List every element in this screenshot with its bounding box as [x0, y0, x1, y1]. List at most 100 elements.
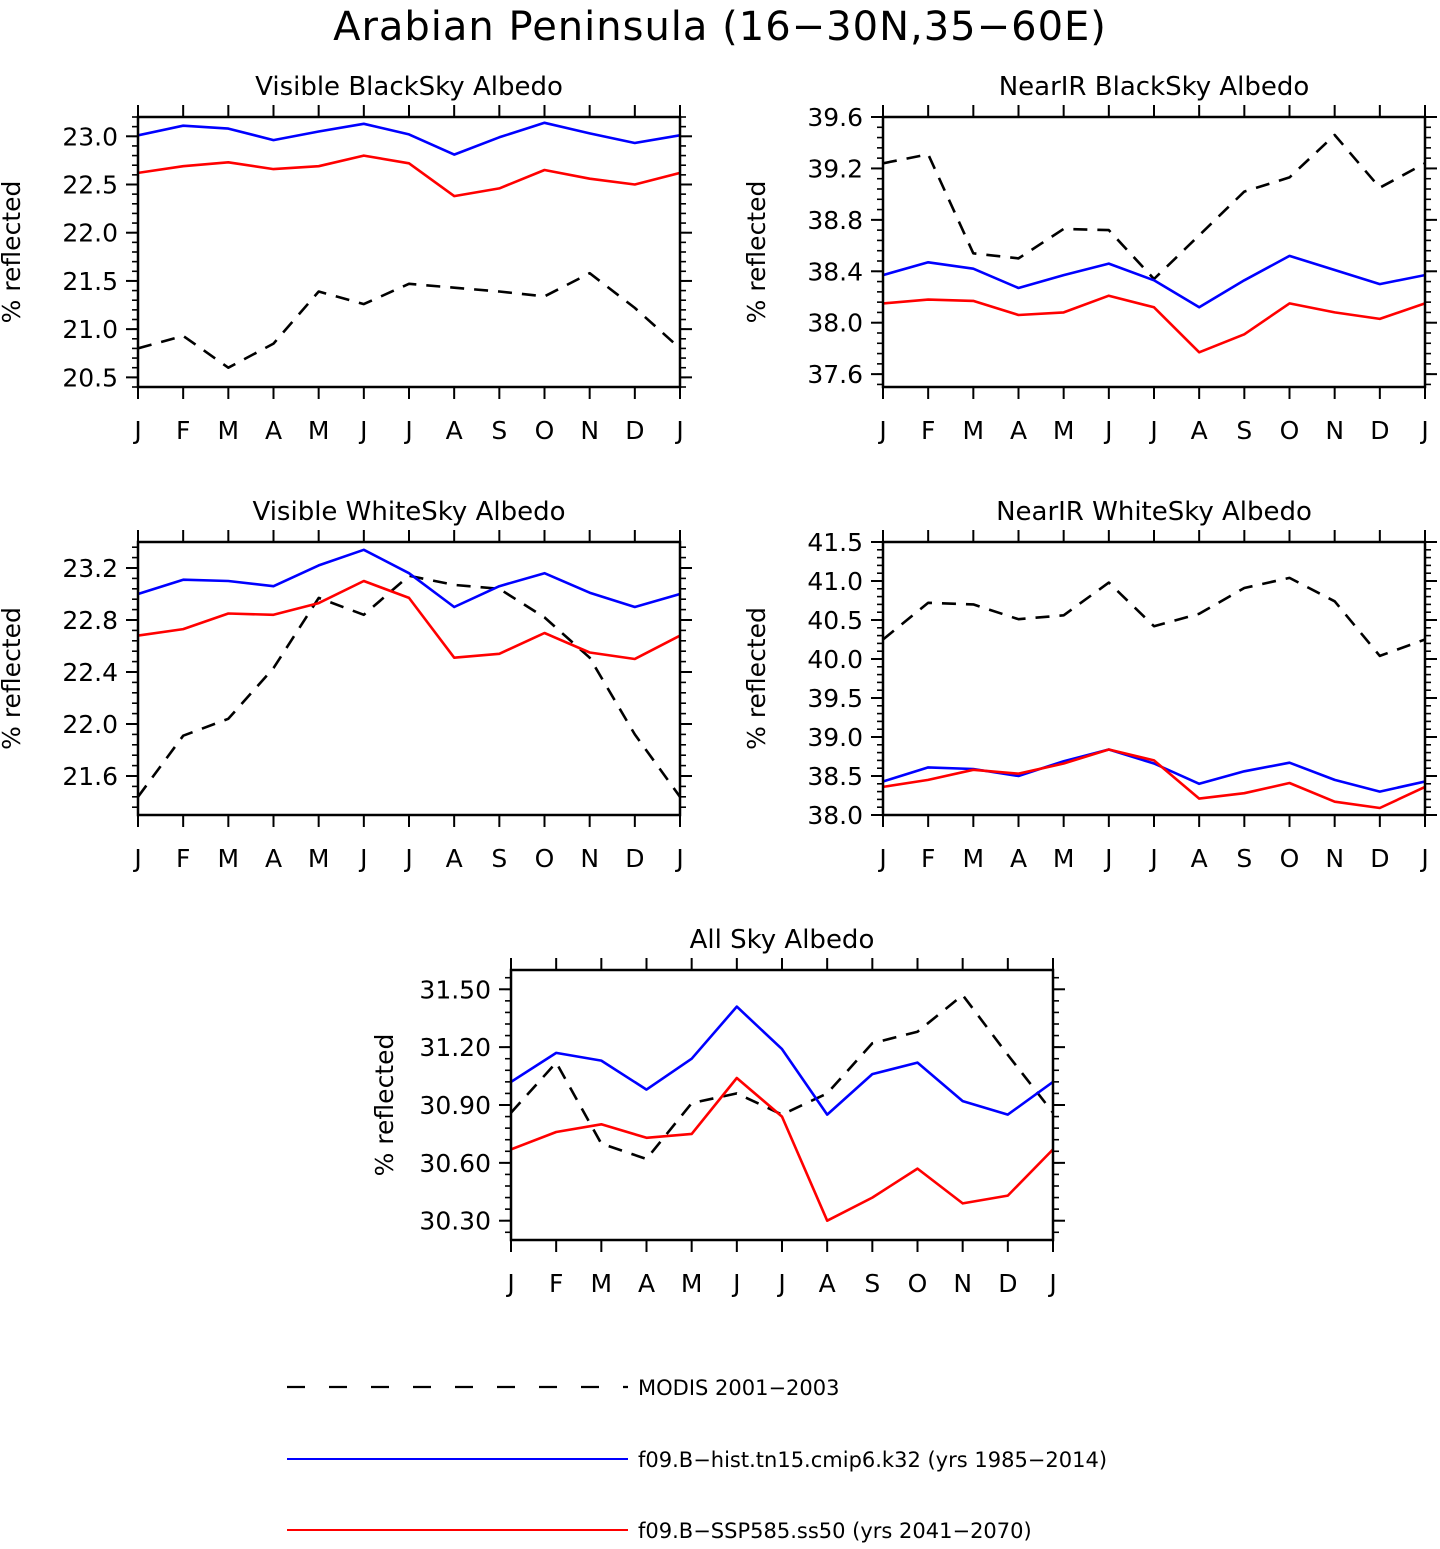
- x-tick-label: A: [1010, 416, 1027, 445]
- x-tick-label: M: [1053, 416, 1075, 445]
- x-tick-label: F: [176, 844, 190, 873]
- x-tick-label: A: [1010, 844, 1027, 873]
- y-tick-label: 40.5: [807, 606, 863, 635]
- y-tick-label: 22.0: [62, 710, 118, 739]
- x-tick-label: M: [1053, 844, 1075, 873]
- y-axis-label: % reflected: [742, 607, 771, 750]
- series-line-2: [511, 1005, 1053, 1116]
- x-tick-label: J: [505, 1269, 514, 1298]
- x-tick-label: N: [1325, 416, 1344, 445]
- x-tick-label: S: [1236, 416, 1252, 445]
- y-tick-label: 38.0: [807, 801, 863, 830]
- y-tick-label: 38.4: [807, 257, 863, 286]
- x-tick-label: A: [819, 1269, 836, 1298]
- x-tick-label: J: [358, 416, 367, 445]
- x-tick-label: J: [1419, 416, 1428, 445]
- x-tick-label: N: [580, 416, 599, 445]
- x-tick-label: S: [1236, 844, 1252, 873]
- y-tick-label: 30.60: [419, 1149, 491, 1178]
- x-tick-label: N: [953, 1269, 972, 1298]
- y-tick-label: 39.6: [807, 103, 863, 132]
- x-tick-label: J: [132, 844, 141, 873]
- x-tick-label: S: [491, 844, 507, 873]
- y-tick-label: 39.0: [807, 723, 863, 752]
- y-tick-label: 22.0: [62, 219, 118, 248]
- x-tick-label: A: [446, 416, 463, 445]
- y-axis-label: % reflected: [0, 181, 26, 324]
- y-tick-label: 23.0: [62, 122, 118, 151]
- series-line-1: [138, 271, 680, 370]
- series-line-2: [138, 548, 680, 609]
- y-axis-label: % reflected: [0, 607, 26, 750]
- series-line-1: [138, 574, 680, 798]
- x-tick-label: A: [638, 1269, 655, 1298]
- legend-label: MODIS 2001−2003: [638, 1376, 840, 1400]
- series-line-3: [138, 154, 680, 198]
- y-tick-label: 30.30: [419, 1207, 491, 1236]
- series-line-2: [138, 121, 680, 156]
- x-tick-label: J: [877, 416, 886, 445]
- x-tick-label: J: [1047, 1269, 1056, 1298]
- x-tick-label: J: [674, 416, 683, 445]
- panel-title: NearIR WhiteSky Albedo: [996, 497, 1312, 527]
- x-tick-label: J: [403, 416, 412, 445]
- x-tick-label: J: [776, 1269, 785, 1298]
- y-tick-label: 39.2: [807, 154, 863, 183]
- x-tick-label: D: [998, 1269, 1017, 1298]
- figure-title: Arabian Peninsula (16−30N,35−60E): [333, 4, 1107, 50]
- x-tick-label: J: [403, 844, 412, 873]
- x-tick-label: M: [591, 1269, 613, 1298]
- series-line-3: [883, 294, 1425, 354]
- x-tick-label: F: [176, 416, 190, 445]
- x-tick-label: M: [218, 416, 240, 445]
- chart-panel-1: Visible BlackSky Albedo% reflectedJFMAMJ…: [0, 72, 692, 445]
- x-tick-label: S: [491, 416, 507, 445]
- x-tick-label: D: [625, 416, 644, 445]
- legend-label: f09.B−hist.tn15.cmip6.k32 (yrs 1985−2014…: [638, 1448, 1107, 1472]
- legend: MODIS 2001−2003 f09.B−hist.tn15.cmip6.k32…: [287, 1376, 1107, 1543]
- panel-title: NearIR BlackSky Albedo: [999, 72, 1310, 102]
- y-tick-label: 38.5: [807, 762, 863, 791]
- panel-title: Visible WhiteSky Albedo: [252, 497, 565, 527]
- x-tick-label: J: [1148, 416, 1157, 445]
- y-tick-label: 20.5: [62, 363, 118, 392]
- legend-item: f09.B−hist.tn15.cmip6.k32 (yrs 1985−2014…: [287, 1448, 1107, 1472]
- x-tick-label: O: [1280, 416, 1300, 445]
- x-tick-label: J: [877, 844, 886, 873]
- x-tick-label: O: [908, 1269, 928, 1298]
- y-tick-label: 39.5: [807, 684, 863, 713]
- x-tick-label: A: [265, 844, 282, 873]
- y-tick-label: 21.0: [62, 315, 118, 344]
- y-tick-label: 21.6: [62, 762, 118, 791]
- x-tick-label: M: [218, 844, 240, 873]
- x-tick-label: J: [1103, 416, 1112, 445]
- y-tick-label: 30.90: [419, 1091, 491, 1120]
- y-tick-label: 41.5: [807, 528, 863, 557]
- x-tick-label: A: [446, 844, 463, 873]
- x-tick-label: O: [535, 416, 555, 445]
- plot-frame: [881, 115, 1427, 389]
- legend-item: MODIS 2001−2003: [287, 1376, 840, 1400]
- x-tick-label: D: [625, 844, 644, 873]
- legend-label: f09.B−SSP585.ss50 (yrs 2041−2070): [638, 1519, 1032, 1543]
- x-tick-label: A: [1191, 844, 1208, 873]
- panel-title: Visible BlackSky Albedo: [255, 72, 563, 102]
- x-tick-label: N: [580, 844, 599, 873]
- x-tick-label: D: [1370, 416, 1389, 445]
- plot-frame: [136, 540, 682, 817]
- y-tick-label: 38.0: [807, 309, 863, 338]
- x-tick-label: J: [1103, 844, 1112, 873]
- x-tick-label: M: [681, 1269, 703, 1298]
- x-tick-label: J: [1148, 844, 1157, 873]
- x-tick-label: J: [358, 844, 367, 873]
- y-axis-label: % reflected: [370, 1034, 399, 1177]
- plot-frame: [881, 540, 1427, 817]
- series-line-3: [883, 748, 1425, 810]
- series-line-3: [511, 1076, 1053, 1222]
- y-tick-label: 22.8: [62, 606, 118, 635]
- y-tick-label: 41.0: [807, 567, 863, 596]
